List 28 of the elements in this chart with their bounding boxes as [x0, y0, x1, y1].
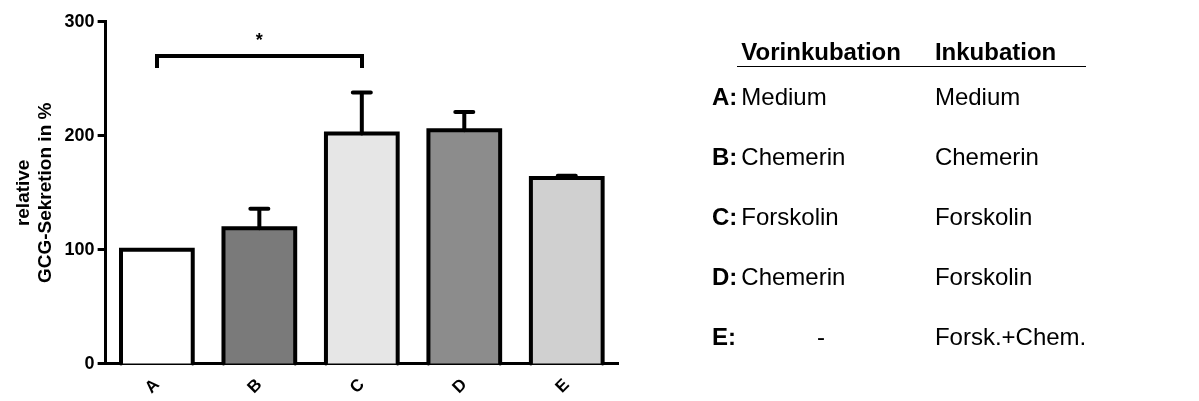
- y-tick-label: 100: [64, 238, 95, 259]
- text: Chemerin: [740, 141, 847, 172]
- text: Vorinkubation: [737, 38, 931, 67]
- text: Forskolin: [933, 261, 1034, 292]
- text: A:: [711, 81, 738, 112]
- annotation: *: [254, 30, 264, 51]
- text: Medium: [740, 81, 828, 112]
- x-tick-label: C: [345, 374, 368, 397]
- text: -: [816, 321, 827, 352]
- y-tick-label: 300: [64, 10, 95, 31]
- x-tick-label: D: [448, 374, 471, 397]
- text: D:: [711, 261, 738, 292]
- y-tick-label: 200: [64, 124, 95, 145]
- text: Medium: [933, 81, 1022, 112]
- text: C:: [711, 201, 738, 232]
- text: Forsk.+Chem.: [933, 321, 1087, 352]
- text: E:: [711, 321, 737, 352]
- x-tick-label: E: [551, 374, 573, 397]
- x-tick-label: A: [140, 374, 164, 397]
- text: B:: [711, 141, 738, 172]
- y-tick-label: 0: [84, 352, 95, 373]
- text: Inkubation: [930, 38, 1087, 67]
- text: Chemerin: [933, 141, 1040, 172]
- text: Chemerin: [740, 261, 847, 292]
- x-tick-label: B: [243, 374, 266, 397]
- text: Forskolin: [740, 201, 840, 232]
- y-axis-title: relative GCG-Sekretion in %: [11, 102, 56, 284]
- text: Forskolin: [933, 201, 1034, 232]
